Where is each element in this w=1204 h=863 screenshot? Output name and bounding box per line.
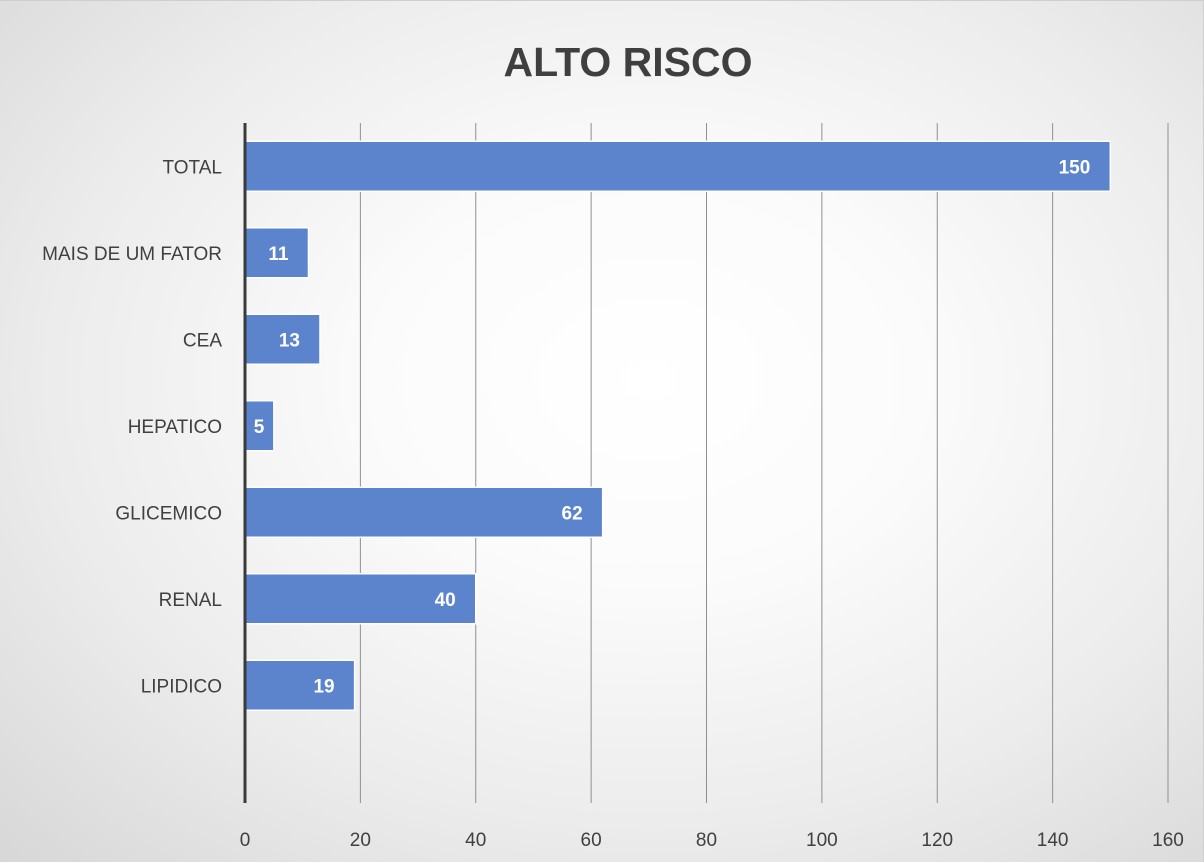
- data-label: 150: [1059, 157, 1091, 178]
- x-tick-label: 100: [806, 830, 838, 851]
- x-tick-label: 0: [240, 830, 251, 851]
- data-label: 40: [435, 590, 456, 611]
- x-tick-label: 140: [1037, 830, 1069, 851]
- category-label: GLICEMICO: [115, 503, 222, 524]
- bar: [244, 227, 310, 279]
- x-tick-label: 120: [921, 830, 953, 851]
- data-label: 62: [562, 503, 583, 524]
- category-label: CEA: [183, 330, 222, 351]
- data-label: 19: [313, 676, 334, 697]
- x-tick-label: 160: [1152, 830, 1184, 851]
- category-label: RENAL: [159, 590, 222, 611]
- category-label: HEPATICO: [128, 417, 222, 438]
- category-label: MAIS DE UM FATOR: [42, 244, 222, 265]
- x-tick-label: 80: [696, 830, 717, 851]
- category-label: TOTAL: [163, 157, 222, 178]
- bar: [244, 486, 604, 538]
- bar: [244, 140, 1112, 192]
- chart-title: ALTO RISCO: [503, 39, 753, 85]
- bar: [244, 313, 321, 365]
- x-tick-label: 40: [465, 830, 486, 851]
- data-label: 11: [268, 244, 289, 265]
- x-tick-label: 20: [350, 830, 371, 851]
- data-label: 13: [279, 330, 300, 351]
- bar: [244, 659, 356, 711]
- category-label: LIPIDICO: [141, 676, 222, 697]
- x-tick-label: 60: [581, 830, 602, 851]
- bar: [244, 573, 477, 625]
- data-label: 5: [254, 417, 265, 438]
